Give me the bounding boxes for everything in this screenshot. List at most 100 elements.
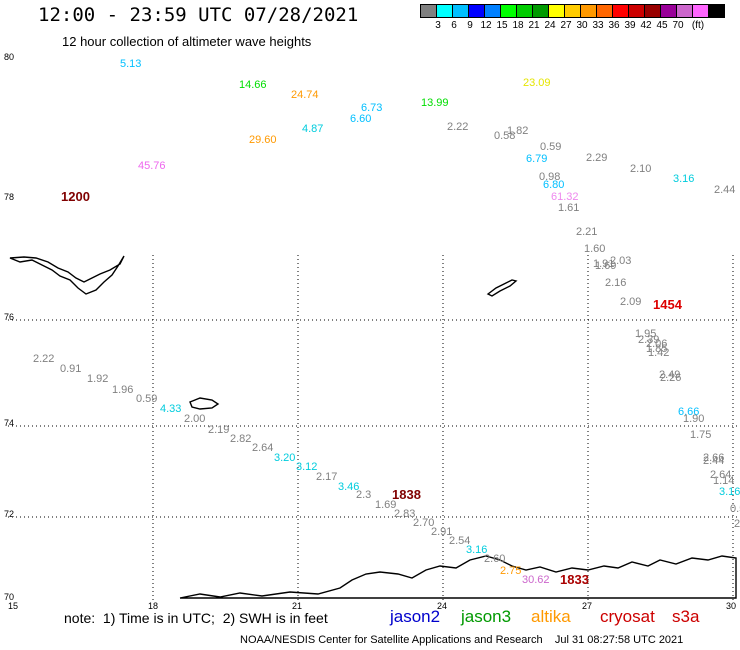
wave-height-value: 4.87 — [302, 123, 323, 135]
color-scale-swatch — [708, 4, 725, 18]
color-scale-swatch — [532, 4, 549, 18]
wave-height-value: 2.29 — [586, 152, 607, 164]
wave-height-value: 13.99 — [421, 97, 449, 109]
wave-height-value: 30.62 — [522, 574, 550, 586]
note-text: note: 1) Time is in UTC; 2) SWH is in fe… — [64, 610, 328, 626]
color-scale-unit: (ft) — [691, 20, 705, 31]
color-scale-label: 30 — [576, 20, 588, 31]
wave-height-value: 14.66 — [239, 79, 267, 91]
satellite-legend-jason3: jason3 — [461, 607, 512, 626]
wave-height-value: 2.00 — [184, 413, 205, 425]
wave-height-value: 2.64 — [252, 442, 273, 454]
wave-height-value: 3.12 — [296, 461, 317, 473]
wave-height-value: 29.60 — [249, 134, 277, 146]
wave-height-value: 2.22 — [447, 121, 468, 133]
wave-height-value: 6.80 — [543, 179, 564, 191]
wave-height-value: 2.54 — [449, 535, 470, 547]
wave-height-value: 3.16 — [466, 544, 487, 556]
wave-height-value: 6.66 — [678, 406, 699, 418]
coastline-scandinavia-north — [179, 555, 737, 599]
wave-height-value: 1.69 — [595, 260, 616, 272]
wave-height-labels: 5.13 14.66 24.74 13.99 23.09 6.736.60 4.87 2.22… — [0, 0, 740, 586]
wave-height-value: 6.73 — [361, 102, 382, 114]
wave-height-value: 3.16 — [673, 173, 694, 185]
wave-height-value: 45.76 — [138, 160, 166, 172]
wave-height-value: 2.66 — [703, 452, 724, 464]
map-title: 12:00 - 23:59 UTC 07/28/2021 — [38, 4, 359, 26]
wave-height-value: 2.39 — [638, 334, 659, 346]
wave-height-value: 0.59 — [136, 393, 157, 405]
color-scale-label: 42 — [640, 20, 652, 31]
wave-height-value: 2.10 — [630, 163, 651, 175]
lat-lon-grid — [8, 255, 738, 600]
longitude-label: 27 — [582, 601, 592, 611]
wave-height-value: 2.16 — [605, 277, 626, 289]
color-scale-swatch — [484, 4, 501, 18]
wave-height-value: 2.83 — [394, 508, 415, 520]
wave-height-value: 0.98 — [539, 171, 560, 183]
coastline-island-small — [189, 397, 220, 410]
latitude-label: 76 — [4, 312, 14, 322]
color-scale-swatch — [548, 4, 565, 18]
wave-height-value: 0.58 — [494, 130, 515, 142]
color-scale-swatch — [628, 4, 645, 18]
pass-time-label: 1454 — [653, 297, 683, 312]
latitude-label: 80 — [4, 52, 14, 62]
satellite-legend-altika: altika — [531, 607, 571, 626]
wave-height-value: 6.60 — [350, 113, 371, 125]
wave-height-value: 5.13 — [120, 58, 141, 70]
color-scale-swatch — [676, 4, 693, 18]
color-scale-swatch — [660, 4, 677, 18]
coastline-greenland-east — [9, 255, 125, 295]
color-scale-label: 15 — [496, 20, 508, 31]
wave-height-value: 2.22 — [33, 353, 54, 365]
wave-height-value: 1.75 — [690, 429, 711, 441]
wave-height-value: 1.91 — [593, 258, 614, 270]
wave-height-value: 1.14 — [713, 475, 734, 487]
latitude-label: 70 — [4, 592, 14, 602]
wave-height-value: 1.95 — [635, 328, 656, 340]
wave-height-value: 24.74 — [291, 89, 319, 101]
color-scale-swatch — [564, 4, 581, 18]
wave-height-value: 2.3 — [356, 489, 371, 501]
wave-height-value: 3.20 — [274, 452, 295, 464]
color-scale-label: 18 — [512, 20, 524, 31]
wave-height-value: 2.06 — [646, 338, 667, 350]
color-scale-swatch — [580, 4, 597, 18]
wave-height-value: 61.32 — [551, 191, 579, 203]
longitude-label: 18 — [148, 601, 158, 611]
latitude-label: 72 — [4, 509, 14, 519]
wave-height-value: 2.09 — [620, 296, 641, 308]
pass-time-label: 1833 — [560, 572, 589, 587]
wave-height-value: 23.09 — [523, 77, 551, 89]
wave-height-value: 1.60 — [584, 243, 605, 255]
map-subtitle: 12 hour collection of altimeter wave hei… — [62, 34, 312, 49]
wave-height-value: 2.82 — [230, 433, 251, 445]
color-scale-swatch — [468, 4, 485, 18]
latitude-label: 74 — [4, 418, 14, 428]
wave-height-value: 1.96 — [112, 384, 133, 396]
wave-height-value: 2.03 — [610, 255, 631, 267]
satellite-legend-jason2: jason2 — [390, 607, 441, 626]
latitude-label: 78 — [4, 192, 14, 202]
color-scale-swatch — [596, 4, 613, 18]
wave-height-value: 2.70 — [413, 517, 434, 529]
wave-height-value: 2 — [734, 518, 740, 530]
wave-height-value: 1.42 — [648, 347, 669, 359]
color-scale-swatch — [452, 4, 469, 18]
wave-height-value: 1.69 — [375, 499, 396, 511]
color-scale-swatch — [436, 4, 453, 18]
wave-height-value: 0.59 — [540, 141, 561, 153]
color-scale-label: 36 — [608, 20, 620, 31]
pass-time-labels: 1200 1454 1838 1833 — [61, 189, 683, 587]
wave-height-value: 2.44 — [703, 455, 724, 467]
coastline-jan-mayen-area — [486, 279, 518, 297]
longitude-label: 21 — [292, 601, 302, 611]
longitude-label: 30 — [726, 601, 736, 611]
color-scale-label: 9 — [467, 20, 473, 31]
satellite-legend-s3a: s3a — [672, 607, 700, 626]
longitude-label: 24 — [437, 601, 447, 611]
wave-height-value: 2.21 — [576, 226, 597, 238]
color-scale-label: 33 — [592, 20, 604, 31]
